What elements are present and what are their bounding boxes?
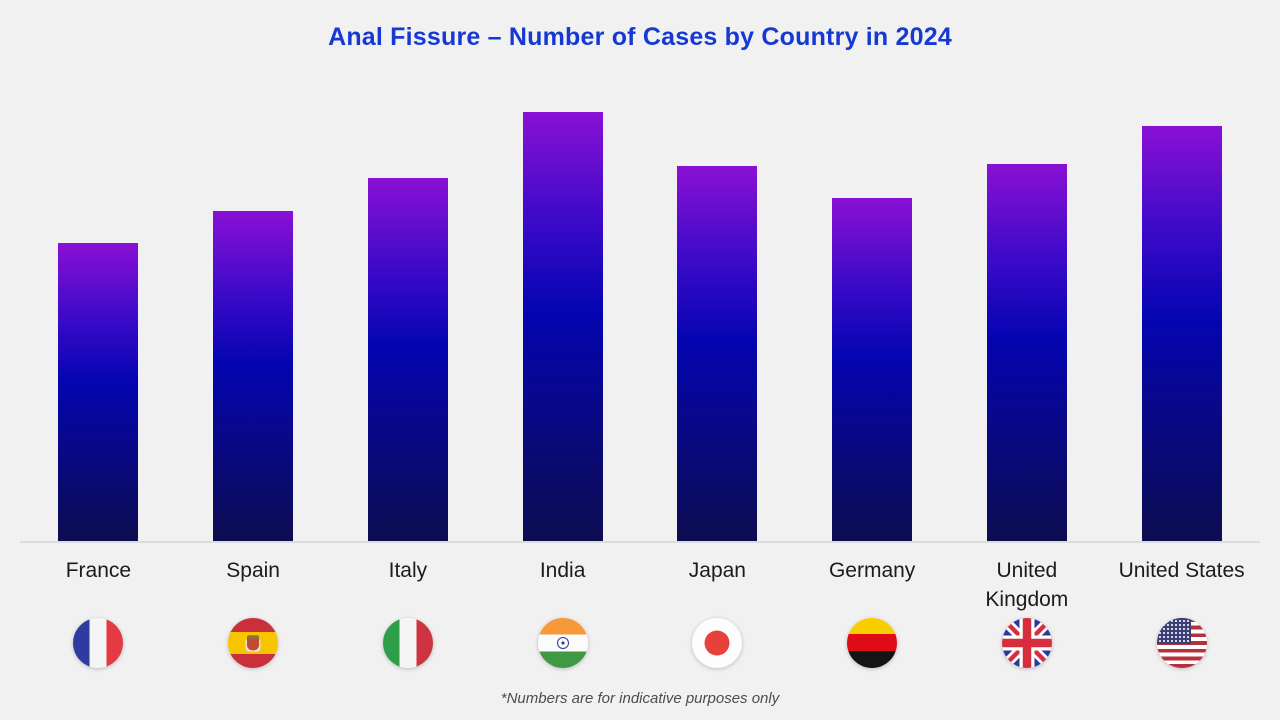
bar-united-kingdom <box>986 164 1067 541</box>
chart-title: Anal Fissure – Number of Cases by Countr… <box>328 23 952 51</box>
us-flag-icon <box>1156 618 1207 668</box>
label-cell: United States <box>1104 556 1259 614</box>
flag-cell <box>176 618 331 668</box>
flag-cell <box>485 618 640 668</box>
ashoka-chakra <box>556 637 569 649</box>
bar-india <box>522 112 603 541</box>
bar-germany <box>832 198 913 541</box>
chart-column-germany <box>795 52 950 541</box>
spain-flag-icon <box>228 618 279 668</box>
country-label-spain: Spain <box>226 559 280 582</box>
country-label-united-states: United States <box>1118 559 1245 582</box>
bar-italy <box>367 178 448 541</box>
bar-france <box>58 243 139 541</box>
italy-flag-icon <box>382 618 433 668</box>
bar-chart: France Spain Italy India Japan Germany U… <box>0 52 1280 668</box>
country-label-france: France <box>65 559 132 582</box>
category-labels: France Spain Italy India Japan Germany U… <box>0 556 1280 614</box>
flag-icons <box>0 618 1280 668</box>
bar-spain <box>213 211 294 541</box>
flag-cell <box>795 618 950 668</box>
chart-column-italy <box>331 52 486 541</box>
country-label-india: India <box>539 559 586 582</box>
flag-cell <box>21 618 176 668</box>
flag-cell <box>950 618 1105 668</box>
uk-flag-icon <box>1001 618 1052 668</box>
country-label-united-kingdom: United Kingdom <box>985 559 1069 611</box>
flag-cell <box>640 618 795 668</box>
chart-column-france <box>21 52 176 541</box>
label-cell: Italy <box>331 556 486 614</box>
chart-column-united-states <box>1104 52 1259 541</box>
japan-flag-icon <box>692 618 743 668</box>
x-axis-line <box>20 541 1260 543</box>
country-label-italy: Italy <box>388 559 428 582</box>
label-cell: Spain <box>176 556 331 614</box>
spain-coat-of-arms <box>247 635 260 651</box>
label-cell: France <box>21 556 176 614</box>
india-flag-icon <box>537 618 588 668</box>
footnote: *Numbers are for indicative purposes onl… <box>500 690 780 707</box>
rising-sun-disc <box>704 630 730 656</box>
chart-column-spain <box>176 52 331 541</box>
us-star-canton <box>1156 618 1191 644</box>
bar-japan <box>677 166 758 541</box>
country-label-japan: Japan <box>688 559 746 582</box>
france-flag-icon <box>73 618 124 668</box>
label-cell: Germany <box>795 556 950 614</box>
chart-column-united-kingdom <box>950 52 1105 541</box>
bar-united-states <box>1141 126 1222 541</box>
germany-flag-icon <box>847 618 898 668</box>
flag-cell <box>331 618 486 668</box>
chart-column-japan <box>640 52 795 541</box>
bars-area <box>0 52 1280 541</box>
label-cell: Japan <box>640 556 795 614</box>
chart-column-india <box>485 52 640 541</box>
label-cell: United Kingdom <box>950 556 1105 614</box>
flag-cell <box>1104 618 1259 668</box>
label-cell: India <box>485 556 640 614</box>
country-label-germany: Germany <box>828 559 916 582</box>
